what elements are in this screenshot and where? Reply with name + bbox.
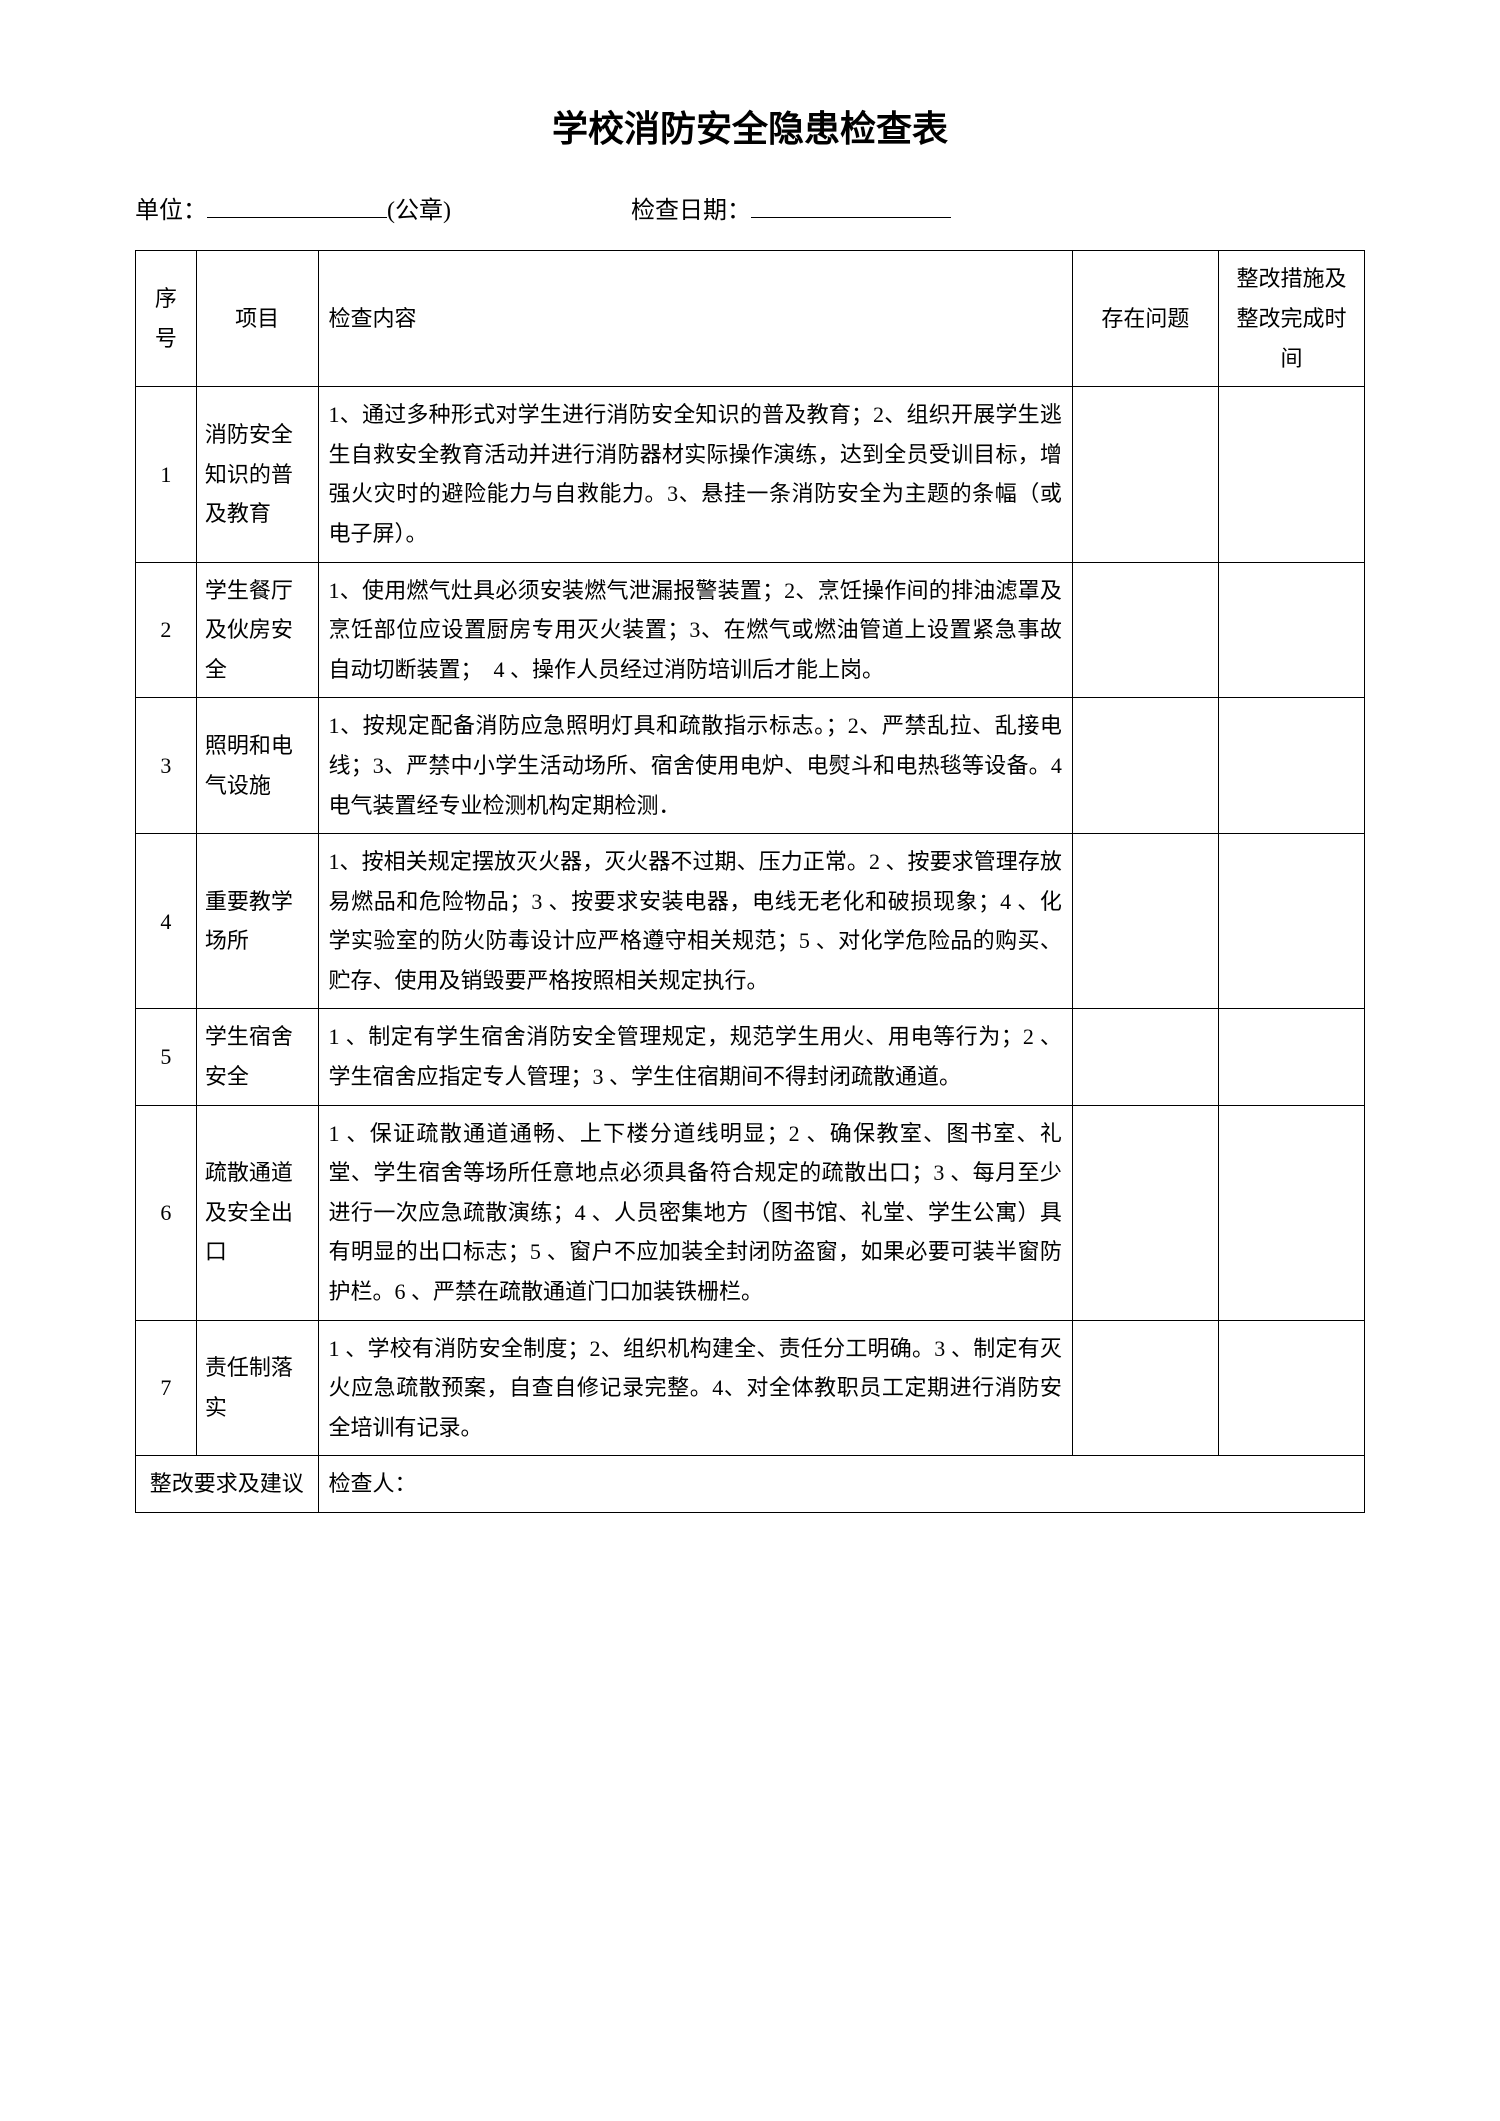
content-cell: 1、按规定配备消防应急照明灯具和疏散指示标志。；2、严禁乱拉、乱接电线；3、严禁… [318, 698, 1072, 834]
col-item-header: 项目 [196, 251, 318, 387]
date-blank [751, 194, 951, 218]
item-cell: 消防安全知识的普及教育 [196, 387, 318, 562]
table-row: 5 学生宿舍安全 1 、制定有学生宿舍消防安全管理规定，规范学生用火、用电等行为… [136, 1009, 1365, 1105]
content-cell: 1、按相关规定摆放灭火器，灭火器不过期、压力正常。2 、按要求管理存放易燃品和危… [318, 834, 1072, 1009]
inspection-table: 序号 项目 检查内容 存在问题 整改措施及整改完成时间 1 消防安全知识的普及教… [135, 250, 1365, 1513]
item-cell: 重要教学场所 [196, 834, 318, 1009]
problem-cell [1072, 387, 1218, 562]
footer-row: 整改要求及建议 检查人： [136, 1456, 1365, 1513]
document-title: 学校消防安全隐患检查表 [135, 100, 1365, 152]
problem-cell [1072, 698, 1218, 834]
rectify-cell [1218, 562, 1364, 698]
problem-cell [1072, 834, 1218, 1009]
col-seq-header: 序号 [136, 251, 197, 387]
seq-cell: 5 [136, 1009, 197, 1105]
rectify-cell [1218, 387, 1364, 562]
seal-label: (公章) [387, 192, 451, 230]
date-label: 检查日期： [631, 192, 751, 230]
content-cell: 1 、学校有消防安全制度；2、组织机构建全、责任分工明确。3 、制定有灭火应急疏… [318, 1320, 1072, 1456]
item-cell: 疏散通道及安全出口 [196, 1105, 318, 1320]
problem-cell [1072, 562, 1218, 698]
seq-cell: 1 [136, 387, 197, 562]
problem-cell [1072, 1105, 1218, 1320]
content-cell: 1 、保证疏散通道通畅、上下楼分道线明显；2 、确保教室、图书室、礼堂、学生宿舍… [318, 1105, 1072, 1320]
item-cell: 责任制落实 [196, 1320, 318, 1456]
item-cell: 学生宿舍安全 [196, 1009, 318, 1105]
table-row: 7 责任制落实 1 、学校有消防安全制度；2、组织机构建全、责任分工明确。3 、… [136, 1320, 1365, 1456]
rectify-cell [1218, 698, 1364, 834]
col-rectify-header: 整改措施及整改完成时间 [1218, 251, 1364, 387]
table-row: 2 学生餐厅及伙房安全 1、使用燃气灶具必须安装燃气泄漏报警装置；2、烹饪操作间… [136, 562, 1365, 698]
content-cell: 1 、制定有学生宿舍消防安全管理规定，规范学生用火、用电等行为；2 、学生宿舍应… [318, 1009, 1072, 1105]
seq-cell: 7 [136, 1320, 197, 1456]
unit-field: 单位： (公章) [135, 192, 451, 230]
date-field: 检查日期： [631, 192, 951, 230]
seq-cell: 6 [136, 1105, 197, 1320]
content-cell: 1、使用燃气灶具必须安装燃气泄漏报警装置；2、烹饪操作间的排油滤罩及烹饪部位应设… [318, 562, 1072, 698]
rectify-cell [1218, 1105, 1364, 1320]
item-cell: 照明和电气设施 [196, 698, 318, 834]
seq-cell: 3 [136, 698, 197, 834]
unit-label: 单位： [135, 192, 207, 230]
table-row: 3 照明和电气设施 1、按规定配备消防应急照明灯具和疏散指示标志。；2、严禁乱拉… [136, 698, 1365, 834]
table-row: 4 重要教学场所 1、按相关规定摆放灭火器，灭火器不过期、压力正常。2 、按要求… [136, 834, 1365, 1009]
content-cell: 1、通过多种形式对学生进行消防安全知识的普及教育；2、组织开展学生逃生自救安全教… [318, 387, 1072, 562]
unit-blank [207, 194, 387, 218]
problem-cell [1072, 1009, 1218, 1105]
rectify-cell [1218, 1009, 1364, 1105]
rectify-cell [1218, 1320, 1364, 1456]
table-row: 6 疏散通道及安全出口 1 、保证疏散通道通畅、上下楼分道线明显；2 、确保教室… [136, 1105, 1365, 1320]
seq-cell: 4 [136, 834, 197, 1009]
col-content-header: 检查内容 [318, 251, 1072, 387]
rectify-cell [1218, 834, 1364, 1009]
footer-content-cell: 检查人： [318, 1456, 1365, 1513]
seq-cell: 2 [136, 562, 197, 698]
header-row: 序号 项目 检查内容 存在问题 整改措施及整改完成时间 [136, 251, 1365, 387]
header-line: 单位： (公章) 检查日期： [135, 192, 1365, 230]
footer-label-cell: 整改要求及建议 [136, 1456, 319, 1513]
item-cell: 学生餐厅及伙房安全 [196, 562, 318, 698]
table-row: 1 消防安全知识的普及教育 1、通过多种形式对学生进行消防安全知识的普及教育；2… [136, 387, 1365, 562]
col-problem-header: 存在问题 [1072, 251, 1218, 387]
problem-cell [1072, 1320, 1218, 1456]
